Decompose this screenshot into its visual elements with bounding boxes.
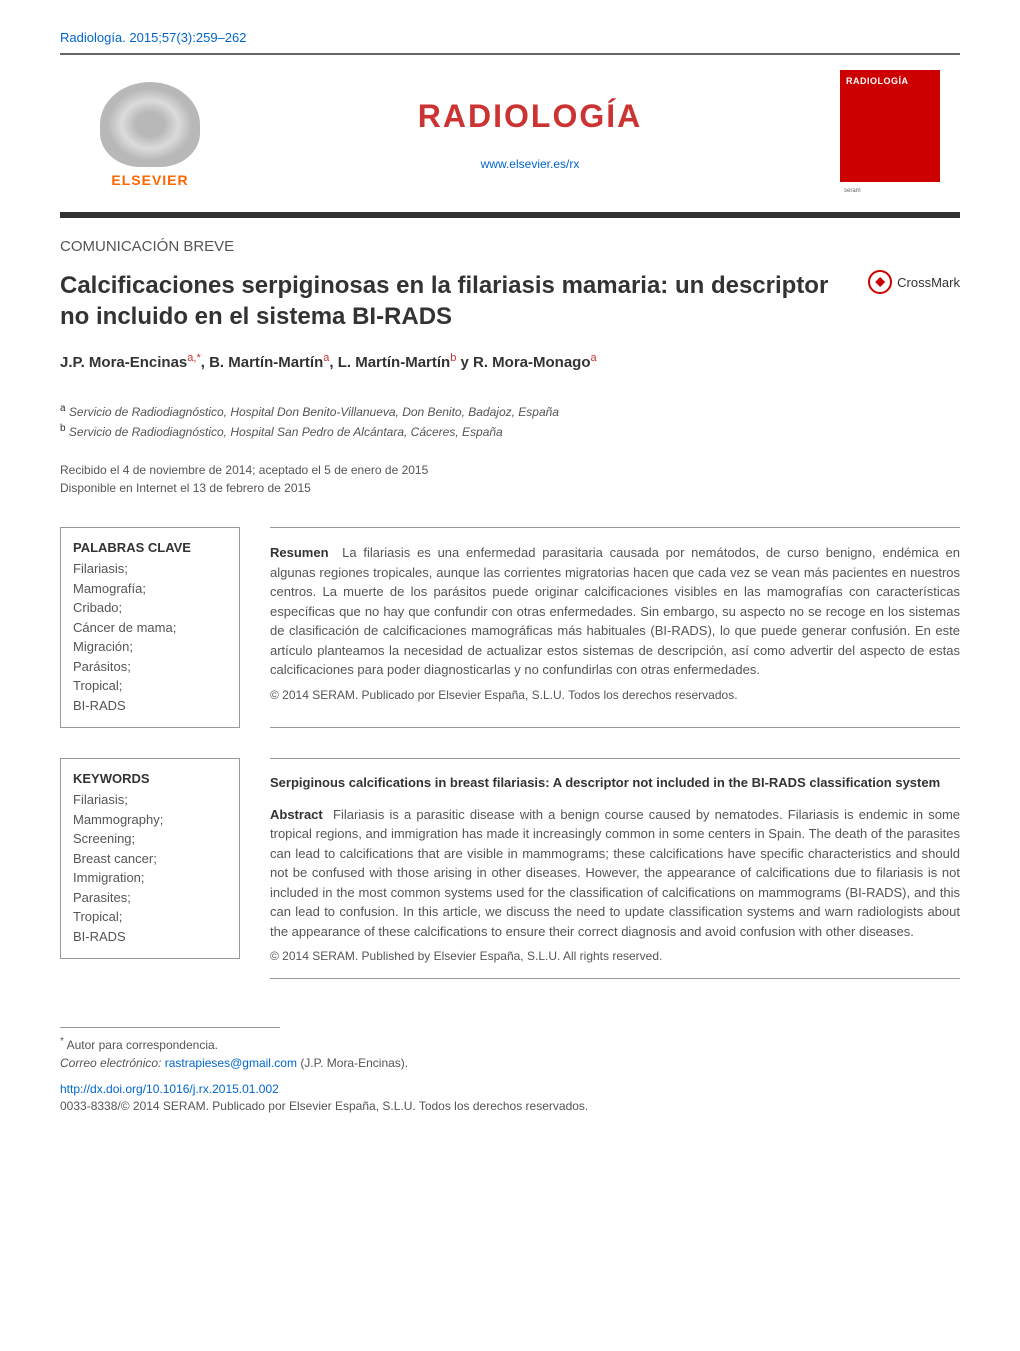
article-title: Calcificaciones serpiginosas en la filar… <box>60 270 868 332</box>
keyword-item: Parásitos; <box>73 657 227 677</box>
english-copyright: © 2014 SERAM. Published by Elsevier Espa… <box>270 949 960 963</box>
keyword-item: BI-RADS <box>73 927 227 947</box>
affiliation-a: a Servicio de Radiodiagnóstico, Hospital… <box>60 401 960 421</box>
journal-name: RADIOLOGÍA <box>220 98 840 135</box>
spanish-abstract-text: Resumen La filariasis es una enfermedad … <box>270 543 960 680</box>
issn-copyright: 0033-8338/© 2014 SERAM. Publicado por El… <box>60 1099 960 1113</box>
keyword-item: Mammography; <box>73 810 227 830</box>
affiliations: a Servicio de Radiodiagnóstico, Hospital… <box>60 401 960 441</box>
resumen-label: Resumen <box>270 545 329 560</box>
corresponding-email-author: (J.P. Mora-Encinas). <box>300 1056 408 1070</box>
cover-seram: seram <box>844 188 861 194</box>
crossmark-icon <box>868 270 892 294</box>
affiliation-b-text: Servicio de Radiodiagnóstico, Hospital S… <box>69 425 503 439</box>
thick-rule <box>60 212 960 218</box>
journal-url[interactable]: www.elsevier.es/rx <box>481 157 580 171</box>
keyword-item: Breast cancer; <box>73 849 227 869</box>
keyword-item: Migración; <box>73 637 227 657</box>
keyword-item: Filariasis; <box>73 559 227 579</box>
english-abstract-body: Filariasis is a parasitic disease with a… <box>270 807 960 939</box>
english-keywords-box: KEYWORDS Filariasis;Mammography;Screenin… <box>60 758 240 979</box>
keyword-item: Immigration; <box>73 868 227 888</box>
keyword-item: Cáncer de mama; <box>73 618 227 638</box>
keyword-item: Tropical; <box>73 676 227 696</box>
english-title: Serpiginous calcifications in breast fil… <box>270 774 960 792</box>
spanish-abstract-section: PALABRAS CLAVE Filariasis;Mamografía;Cri… <box>60 527 960 728</box>
elsevier-tree-icon <box>100 82 200 167</box>
publisher-name: ELSEVIER <box>111 172 188 188</box>
spanish-keywords-heading: PALABRAS CLAVE <box>73 540 227 555</box>
cover-bottom: seram <box>840 182 940 200</box>
keyword-item: Screening; <box>73 829 227 849</box>
english-keywords-heading: KEYWORDS <box>73 771 227 786</box>
journal-title-block: RADIOLOGÍA www.elsevier.es/rx <box>220 98 840 173</box>
english-keywords-list: Filariasis;Mammography;Screening;Breast … <box>73 790 227 946</box>
crossmark-badge[interactable]: CrossMark <box>868 270 960 294</box>
journal-citation[interactable]: Radiología. 2015;57(3):259–262 <box>60 30 960 45</box>
english-abstract-text: Abstract Filariasis is a parasitic disea… <box>270 805 960 942</box>
journal-header: ELSEVIER RADIOLOGÍA www.elsevier.es/rx R… <box>60 70 960 200</box>
corresponding-author: * Autor para correspondencia. Correo ele… <box>60 1034 960 1072</box>
affiliation-a-text: Servicio de Radiodiagnóstico, Hospital D… <box>69 405 559 419</box>
english-abstract-section: KEYWORDS Filariasis;Mammography;Screenin… <box>60 758 960 979</box>
crossmark-label: CrossMark <box>897 275 960 290</box>
elsevier-logo: ELSEVIER <box>80 75 220 195</box>
title-row: Calcificaciones serpiginosas en la filar… <box>60 270 960 332</box>
corresponding-label: Autor para correspondencia. <box>67 1038 218 1052</box>
article-dates: Recibido el 4 de noviembre de 2014; acep… <box>60 461 960 497</box>
received-accepted-date: Recibido el 4 de noviembre de 2014; acep… <box>60 461 960 479</box>
spanish-keywords-box: PALABRAS CLAVE Filariasis;Mamografía;Cri… <box>60 527 240 728</box>
abstract-label: Abstract <box>270 807 323 822</box>
doi-link[interactable]: http://dx.doi.org/10.1016/j.rx.2015.01.0… <box>60 1082 960 1096</box>
keyword-item: Filariasis; <box>73 790 227 810</box>
footer-rule <box>60 1019 280 1028</box>
keyword-item: Cribado; <box>73 598 227 618</box>
keyword-item: Tropical; <box>73 907 227 927</box>
corresponding-email[interactable]: rastrapieses@gmail.com <box>165 1056 297 1070</box>
authors: J.P. Mora-Encinasa,*, B. Martín-Martína,… <box>60 352 960 371</box>
keyword-item: Parasites; <box>73 888 227 908</box>
cover-title: RADIOLOGÍA <box>840 70 940 92</box>
keyword-item: Mamografía; <box>73 579 227 599</box>
journal-cover-thumbnail: RADIOLOGÍA seram <box>840 70 940 200</box>
spanish-keywords-list: Filariasis;Mamografía;Cribado;Cáncer de … <box>73 559 227 715</box>
keyword-item: BI-RADS <box>73 696 227 716</box>
article-type: COMUNICACIÓN BREVE <box>60 238 960 255</box>
online-date: Disponible en Internet el 13 de febrero … <box>60 479 960 497</box>
english-abstract-content: Serpiginous calcifications in breast fil… <box>270 758 960 979</box>
spanish-abstract-body: La filariasis es una enfermedad parasita… <box>270 545 960 677</box>
header-rule <box>60 53 960 55</box>
email-label: Correo electrónico: <box>60 1056 161 1070</box>
spanish-abstract-content: Resumen La filariasis es una enfermedad … <box>270 527 960 728</box>
affiliation-b: b Servicio de Radiodiagnóstico, Hospital… <box>60 421 960 441</box>
spanish-copyright: © 2014 SERAM. Publicado por Elsevier Esp… <box>270 688 960 702</box>
